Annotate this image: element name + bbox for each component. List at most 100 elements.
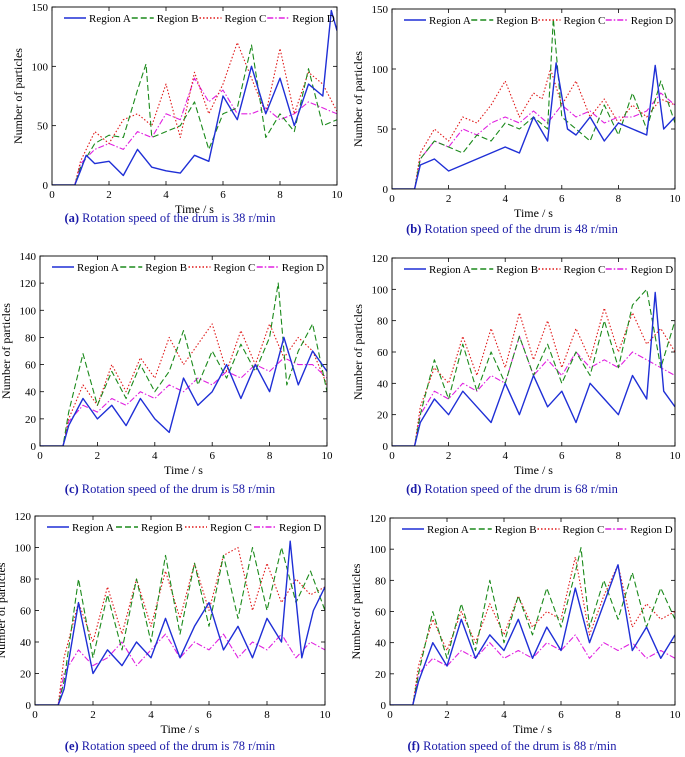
y-tick-label: 120 <box>370 513 387 525</box>
legend-label: Region D <box>631 15 674 27</box>
legend-label: Region B <box>496 264 538 276</box>
panel-caption: (f) Rotation speed of the drum is 88 r/m… <box>407 739 617 753</box>
x-tick-label: 10 <box>670 193 682 205</box>
series-line-region-b <box>392 18 675 189</box>
x-tick-label: 6 <box>220 189 226 201</box>
x-tick-label: 4 <box>148 709 154 721</box>
legend-label: Region A <box>89 13 131 25</box>
y-tick-label: 0 <box>381 700 387 712</box>
legend-label: Region B <box>141 522 183 534</box>
panel-caption-label: (a) <box>64 211 82 225</box>
y-axis-label: Number of particles <box>349 563 363 659</box>
x-tick-label: 2 <box>90 709 96 721</box>
legend-label: Region B <box>145 262 187 274</box>
x-tick-label: 2 <box>106 189 112 201</box>
legend-label: Region A <box>429 15 471 27</box>
x-tick-label: 10 <box>670 709 682 721</box>
series-line-region-d <box>392 335 675 446</box>
y-tick-label: 40 <box>25 387 37 399</box>
y-axis-label: Number of particles <box>0 303 13 399</box>
y-tick-label: 150 <box>32 2 49 14</box>
x-tick-label: 2 <box>444 709 450 721</box>
x-tick-label: 2 <box>95 450 101 462</box>
y-tick-label: 40 <box>375 638 387 650</box>
series-line-region-c <box>390 556 675 705</box>
legend-label: Region B <box>495 524 537 536</box>
panel-caption-label: (b) <box>406 222 424 236</box>
panel-caption: (d) Rotation speed of the drum is 68 r/m… <box>406 482 619 496</box>
y-tick-label: 0 <box>383 184 389 196</box>
plot-frame <box>34 515 326 706</box>
y-tick-label: 0 <box>43 180 49 192</box>
legend-label: Region D <box>631 264 674 276</box>
y-tick-label: 0 <box>26 700 32 712</box>
x-tick-label: 4 <box>501 709 507 721</box>
y-tick-label: 120 <box>15 511 32 523</box>
panel-caption-text: Rotation speed of the drum is 58 r/min <box>82 482 276 496</box>
x-tick-label: 8 <box>277 189 283 201</box>
x-tick-label: 2 <box>446 450 452 462</box>
y-tick-label: 20 <box>375 669 387 681</box>
series-line-region-b <box>390 547 675 705</box>
x-tick-label: 10 <box>670 450 682 462</box>
x-tick-label: 8 <box>615 709 621 721</box>
panel-caption-label: (f) <box>407 739 423 753</box>
y-tick-label: 60 <box>20 606 32 618</box>
y-tick-label: 80 <box>25 332 37 344</box>
panel-caption: (b) Rotation speed of the drum is 48 r/m… <box>406 222 619 236</box>
series-line-region-d <box>52 77 337 185</box>
legend-label: Region D <box>630 524 673 536</box>
y-tick-label: 120 <box>20 278 37 290</box>
y-tick-label: 100 <box>370 544 387 556</box>
legend-label: Region C <box>214 262 256 274</box>
y-tick-label: 20 <box>20 669 32 681</box>
x-tick-label: 8 <box>616 450 622 462</box>
x-tick-label: 2 <box>446 193 452 205</box>
x-axis-label: Time / s <box>514 206 553 220</box>
series-line-region-a <box>52 9 337 185</box>
legend-label: Region C <box>225 13 267 25</box>
panel-caption-label: (c) <box>65 482 82 496</box>
x-tick-label: 10 <box>332 189 344 201</box>
x-axis-label: Time / s <box>164 463 203 477</box>
y-tick-label: 40 <box>20 637 32 649</box>
legend-label: Region D <box>282 262 325 274</box>
x-axis-label: Time / s <box>175 202 214 216</box>
x-tick-label: 6 <box>206 709 212 721</box>
y-axis-label: Number of particles <box>11 48 25 144</box>
x-tick-label: 10 <box>322 450 334 462</box>
y-tick-label: 120 <box>372 253 389 265</box>
y-tick-label: 60 <box>25 360 37 372</box>
legend-label: Region A <box>72 522 114 534</box>
series-line-region-a <box>392 291 675 446</box>
x-tick-label: 0 <box>387 709 393 721</box>
series-line-region-a <box>390 564 675 705</box>
x-tick-label: 6 <box>558 709 564 721</box>
x-tick-label: 4 <box>502 193 508 205</box>
panel-caption: (c) Rotation speed of the drum is 58 r/m… <box>65 482 276 496</box>
x-tick-label: 8 <box>616 193 622 205</box>
series-line-region-a <box>35 540 325 705</box>
x-tick-label: 4 <box>502 450 508 462</box>
y-tick-label: 80 <box>377 316 389 328</box>
panel-caption-text: Rotation speed of the drum is 78 r/min <box>82 739 276 753</box>
x-tick-label: 0 <box>37 450 43 462</box>
y-axis-label: Number of particles <box>351 304 365 400</box>
legend-label: Region C <box>210 522 252 534</box>
plot-frame <box>39 255 328 447</box>
legend-label: Region C <box>564 264 606 276</box>
series-line-region-c <box>40 323 327 446</box>
x-tick-label: 0 <box>389 193 395 205</box>
x-tick-label: 10 <box>320 709 332 721</box>
y-tick-label: 80 <box>20 574 32 586</box>
y-tick-label: 0 <box>31 441 37 453</box>
x-tick-label: 0 <box>32 709 38 721</box>
plot-frame <box>51 6 338 186</box>
y-tick-label: 20 <box>377 410 389 422</box>
y-axis-label: Number of particles <box>0 562 8 658</box>
x-tick-label: 6 <box>559 450 565 462</box>
y-tick-label: 150 <box>372 4 389 16</box>
